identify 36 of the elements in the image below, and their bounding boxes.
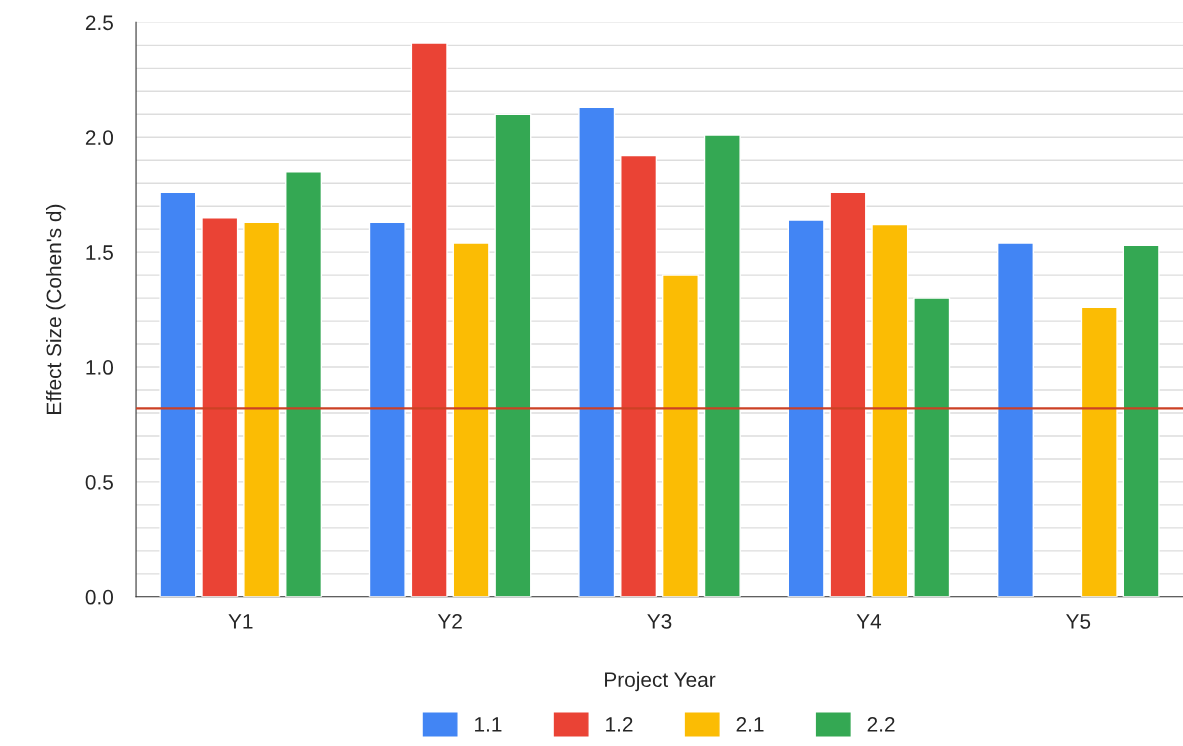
y-tick-label: 1.5 <box>86 245 113 260</box>
bar <box>452 242 490 597</box>
bar <box>159 191 197 597</box>
bar <box>620 154 658 597</box>
bar <box>578 106 616 597</box>
y-tick-label: 0.0 <box>85 589 114 605</box>
y-axis-title: Effect Size (Cohen's d) <box>46 204 66 414</box>
bar <box>996 242 1034 597</box>
bar <box>243 221 281 597</box>
bar <box>1122 244 1160 597</box>
bar <box>201 216 239 597</box>
bar <box>829 191 867 597</box>
y-tick-label: 2.5 <box>85 15 113 31</box>
y-tick-label: 0.5 <box>85 474 113 490</box>
x-tick-label: Y2 <box>437 614 462 629</box>
x-tick-label: Y5 <box>1066 614 1091 629</box>
legend-label: 2.2 <box>867 716 895 732</box>
bar <box>1080 306 1118 597</box>
legend-label: 2.1 <box>736 716 764 732</box>
bar <box>285 171 323 597</box>
x-tick-label: Y3 <box>647 614 672 629</box>
bar <box>368 221 406 597</box>
bar <box>494 113 532 597</box>
bar <box>703 134 741 597</box>
legend-label: 1.2 <box>606 716 633 732</box>
bar <box>871 223 909 597</box>
bar <box>913 297 951 597</box>
bar <box>410 42 448 597</box>
bar <box>787 219 825 597</box>
y-tick-label: 2.0 <box>85 130 114 146</box>
legend-label: 1.1 <box>475 717 502 732</box>
x-tick-label: Y1 <box>228 614 253 629</box>
bar <box>661 274 699 597</box>
y-tick-label: 1.0 <box>86 360 114 375</box>
x-tick-label: Y4 <box>856 614 882 629</box>
x-axis-title: Project Year <box>605 671 716 692</box>
